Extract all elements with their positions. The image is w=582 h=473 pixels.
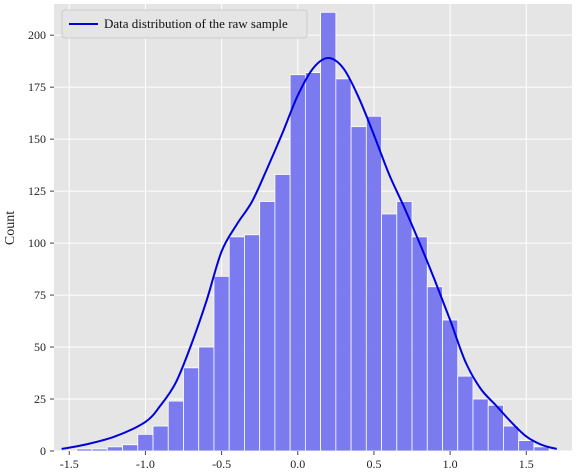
histogram-bar [137, 433, 154, 452]
y-tick-label: 100 [28, 236, 46, 250]
histogram-bar [152, 425, 169, 452]
legend-box [61, 9, 308, 39]
y-tick-label: 75 [34, 288, 46, 302]
histogram-bar [183, 367, 200, 452]
legend-label: Data distribution of the raw sample [104, 16, 288, 31]
histogram-bar [122, 444, 139, 452]
x-axis-ticks: -1.5 -1.0 -0.5 0.0 0.5 1.0 1.5 [60, 451, 534, 471]
y-tick-label: 25 [34, 392, 46, 406]
histogram-bar [304, 72, 322, 452]
histogram-bar [442, 319, 459, 452]
histogram-bar [259, 201, 276, 452]
y-tick-label: 150 [28, 132, 46, 146]
histogram-bar [503, 425, 520, 452]
y-axis-title: Count [3, 211, 18, 245]
histogram-bar [228, 236, 245, 452]
x-tick-label: -1.0 [136, 457, 155, 471]
histogram-bar [244, 234, 261, 452]
histogram-bar [381, 213, 398, 452]
y-tick-label: 175 [28, 80, 46, 94]
histogram-bar [518, 440, 535, 452]
histogram-bar [457, 375, 474, 452]
histogram-bar [426, 286, 443, 452]
y-tick-label: 50 [34, 340, 46, 354]
histogram-bar [289, 74, 306, 452]
histogram-bar [411, 236, 428, 452]
histogram-bar [533, 446, 550, 452]
kde-line [61, 57, 558, 450]
histogram-bar [472, 398, 489, 452]
histogram-bar [198, 346, 215, 452]
histogram-bar [320, 11, 337, 452]
histogram-bar [396, 201, 413, 452]
histogram-bar [91, 448, 108, 452]
histogram-bar [274, 174, 291, 452]
y-tick-label: 125 [28, 184, 46, 198]
x-tick-label: -1.5 [60, 457, 79, 471]
x-tick-label: 0.0 [290, 457, 305, 471]
legend: Data distribution of the raw sample [61, 9, 308, 39]
histogram-bar [335, 78, 352, 452]
histogram-bar [365, 115, 382, 452]
x-tick-label: -0.5 [212, 457, 231, 471]
y-tick-label: 0 [40, 444, 46, 458]
histogram-bar [106, 446, 123, 452]
histogram-bars [76, 11, 550, 452]
x-tick-label: 1.5 [519, 457, 534, 471]
x-tick-label: 1.0 [443, 457, 458, 471]
histogram-bar [167, 400, 184, 452]
y-axis-ticks: 0 25 50 75 100 125 150 175 200 [28, 28, 54, 458]
histogram-bar [213, 275, 230, 452]
y-tick-label: 200 [28, 28, 46, 42]
x-tick-label: 0.5 [366, 457, 381, 471]
histogram-bar [76, 448, 93, 452]
histogram-bar [350, 126, 367, 452]
